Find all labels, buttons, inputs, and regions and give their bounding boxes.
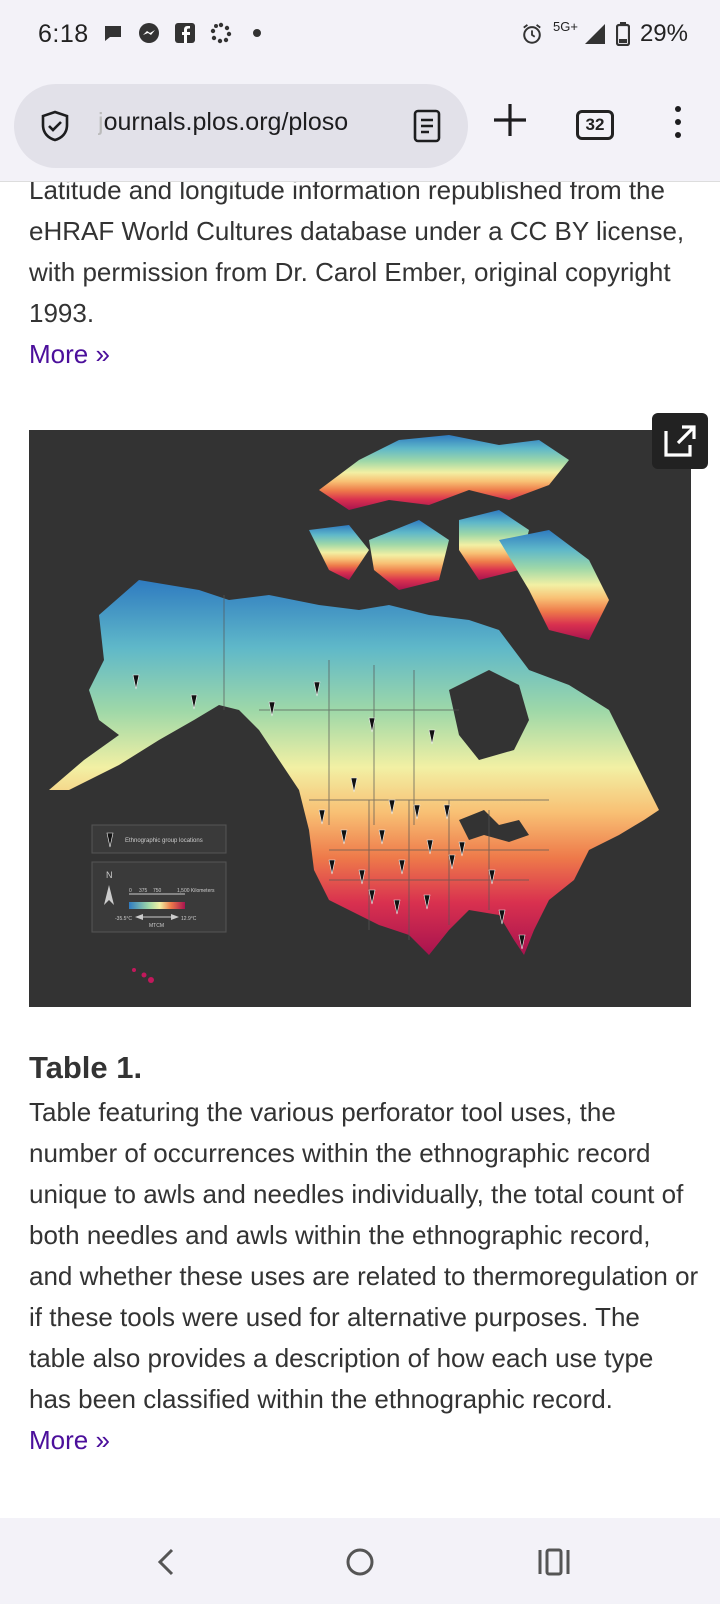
scale-label-0: 0 bbox=[129, 888, 132, 894]
hawaii bbox=[132, 968, 154, 983]
great-lakes bbox=[459, 810, 529, 842]
address-bar[interactable]: journals.plos.org/ploso bbox=[14, 84, 468, 168]
table-caption: Table featuring the various perforator t… bbox=[29, 1092, 699, 1461]
battery-icon bbox=[615, 22, 630, 46]
table-more-link[interactable]: More » bbox=[29, 1425, 110, 1455]
dot-icon bbox=[246, 22, 268, 44]
map-legend-scale bbox=[91, 861, 227, 933]
north-arrow-label: N bbox=[106, 870, 113, 880]
system-nav-bar bbox=[0, 1518, 720, 1604]
new-tab-button[interactable] bbox=[490, 100, 530, 140]
legend-locations-label: Ethnographic group locations bbox=[125, 838, 203, 844]
scale-label-375: 375 bbox=[139, 888, 148, 894]
group-location-pins bbox=[132, 674, 526, 950]
shield-check-icon[interactable] bbox=[38, 109, 72, 143]
open-figure-icon[interactable] bbox=[652, 413, 708, 469]
tab-switcher-button[interactable]: 32 bbox=[576, 110, 614, 140]
page-content: Latitude and longitude information repub… bbox=[0, 182, 720, 1518]
chat-bubble-icon bbox=[102, 22, 124, 44]
temp-variable-label: MTCM bbox=[149, 923, 164, 929]
hudson-bay bbox=[449, 670, 529, 760]
battery-percent: 29% bbox=[639, 20, 688, 47]
temp-max-label: 12.9°C bbox=[181, 916, 197, 922]
notification-icons bbox=[102, 22, 268, 44]
figure-caption: Latitude and longitude information repub… bbox=[29, 182, 699, 375]
caption-more-link[interactable]: More » bbox=[29, 339, 110, 369]
table-description: Table featuring the various perforator t… bbox=[29, 1097, 699, 1414]
url-text[interactable]: journals.plos.org/ploso bbox=[98, 108, 349, 136]
arctic-islands bbox=[309, 435, 609, 640]
north-america-temperature-map: Ethnographic group locations N 0 375 750… bbox=[29, 430, 691, 1007]
signal-icon bbox=[584, 23, 606, 45]
browser-toolbar: journals.plos.org/ploso bbox=[0, 70, 720, 182]
figure-caption-text: Latitude and longitude information repub… bbox=[29, 182, 685, 328]
facebook-icon bbox=[174, 22, 196, 44]
map-figure[interactable]: Ethnographic group locations N 0 375 750… bbox=[29, 430, 691, 1007]
status-bar: 6:18 5G+ 29% bbox=[0, 0, 720, 70]
scale-label-1500: 1,500 Kilometers bbox=[177, 888, 215, 894]
temp-min-label: -35.5°C bbox=[115, 916, 132, 922]
map-legend-locations bbox=[91, 824, 227, 854]
table-title: Table 1. bbox=[29, 1050, 143, 1085]
status-time: 6:18 bbox=[38, 20, 89, 48]
messenger-icon bbox=[138, 22, 160, 44]
mainland bbox=[49, 580, 659, 955]
recents-icon[interactable] bbox=[530, 1538, 578, 1586]
home-icon[interactable] bbox=[336, 1538, 384, 1586]
scale-label-750: 750 bbox=[153, 888, 162, 894]
network-type: 5G+ bbox=[553, 18, 578, 34]
back-icon[interactable] bbox=[142, 1538, 190, 1586]
overflow-menu-icon[interactable] bbox=[668, 104, 688, 140]
reader-mode-icon[interactable] bbox=[412, 106, 442, 146]
system-icons: 5G+ 29% bbox=[521, 18, 688, 48]
alarm-icon bbox=[521, 23, 543, 45]
sync-icon bbox=[210, 22, 232, 44]
